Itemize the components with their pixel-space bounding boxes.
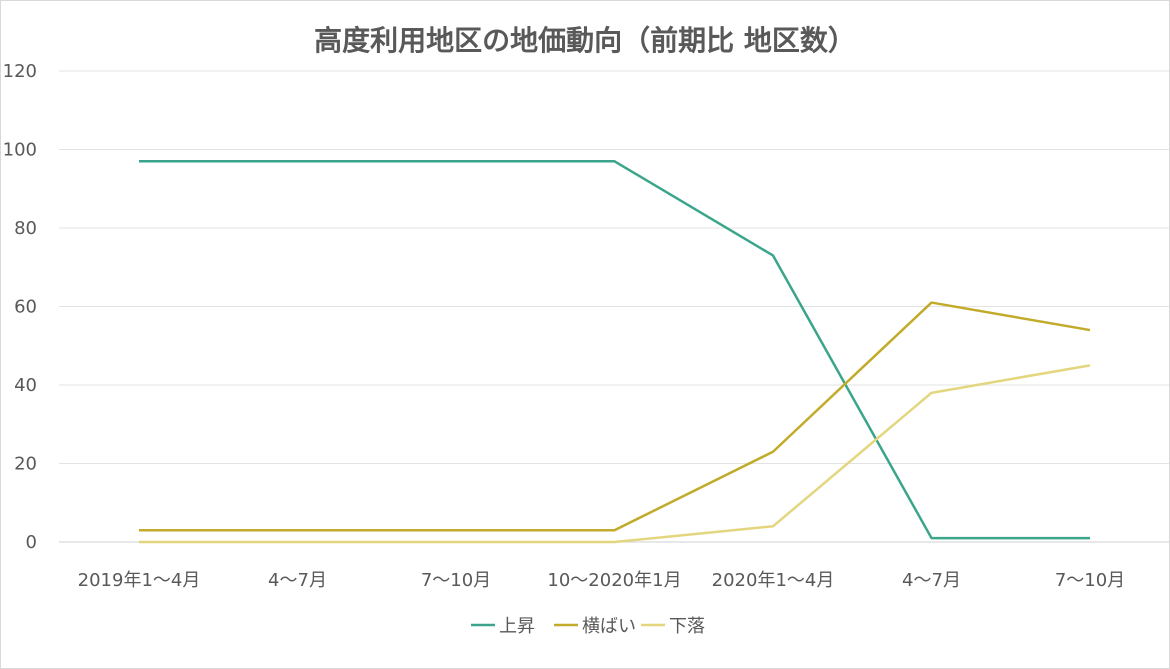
legend-label: 横ばい xyxy=(582,616,636,637)
x-tick-label: 4～7月 xyxy=(902,570,961,591)
x-tick-label: 7～10月 xyxy=(421,570,491,591)
y-tick-label: 60 xyxy=(14,297,37,318)
gridlines xyxy=(59,70,1169,543)
y-tick-label: 20 xyxy=(14,454,37,475)
x-axis-ticks: 2019年1～4月 4～7月 7～10月 10～2020年1月 2020年1～4月 4～7… xyxy=(78,570,1126,591)
x-tick-label: 4～7月 xyxy=(268,570,327,591)
x-tick-label: 2020年1～4月 xyxy=(712,570,835,591)
y-tick-label: 0 xyxy=(26,532,37,553)
y-tick-label: 120 xyxy=(3,61,37,82)
legend: 上昇 横ばい 下落 xyxy=(471,616,705,637)
x-tick-label: 10～2020年1月 xyxy=(547,570,681,591)
x-tick-label: 2019年1～4月 xyxy=(78,570,201,591)
series-line-0 xyxy=(139,160,1090,540)
y-tick-label: 40 xyxy=(14,375,37,396)
series-lines xyxy=(139,160,1091,544)
y-tick-label: 80 xyxy=(14,218,37,239)
series-line-1 xyxy=(139,301,1091,532)
series-line-2 xyxy=(139,364,1091,544)
y-tick-label: 100 xyxy=(3,140,37,161)
y-axis-ticks: 0 20 40 60 80 100 120 xyxy=(3,61,37,553)
legend-label: 上昇 xyxy=(499,616,535,637)
x-tick-label: 7～10月 xyxy=(1055,570,1125,591)
legend-label: 下落 xyxy=(669,616,705,637)
chart-title: 高度利用地区の地価動向（前期比 地区数） xyxy=(314,24,856,57)
